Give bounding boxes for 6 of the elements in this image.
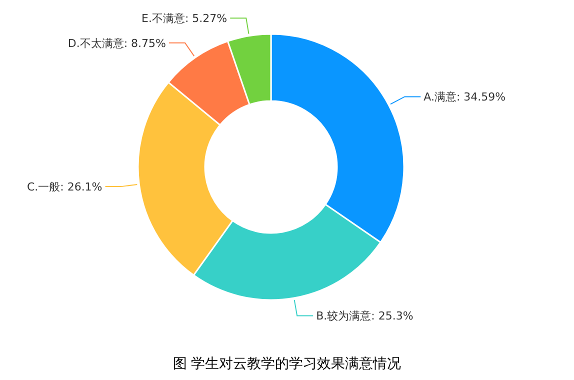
slice-label: C.一般: 26.1%: [26, 180, 102, 194]
slice-label: A.满意: 34.59%: [424, 90, 506, 104]
slice-label: E.不满意: 5.27%: [142, 12, 228, 26]
text: 图 学生对云教学的学习效果满意情况: [172, 356, 402, 372]
slice-label: B.较为满意: 25.3%: [316, 310, 414, 323]
slice-label: D.不太满意: 8.75%: [68, 36, 166, 50]
